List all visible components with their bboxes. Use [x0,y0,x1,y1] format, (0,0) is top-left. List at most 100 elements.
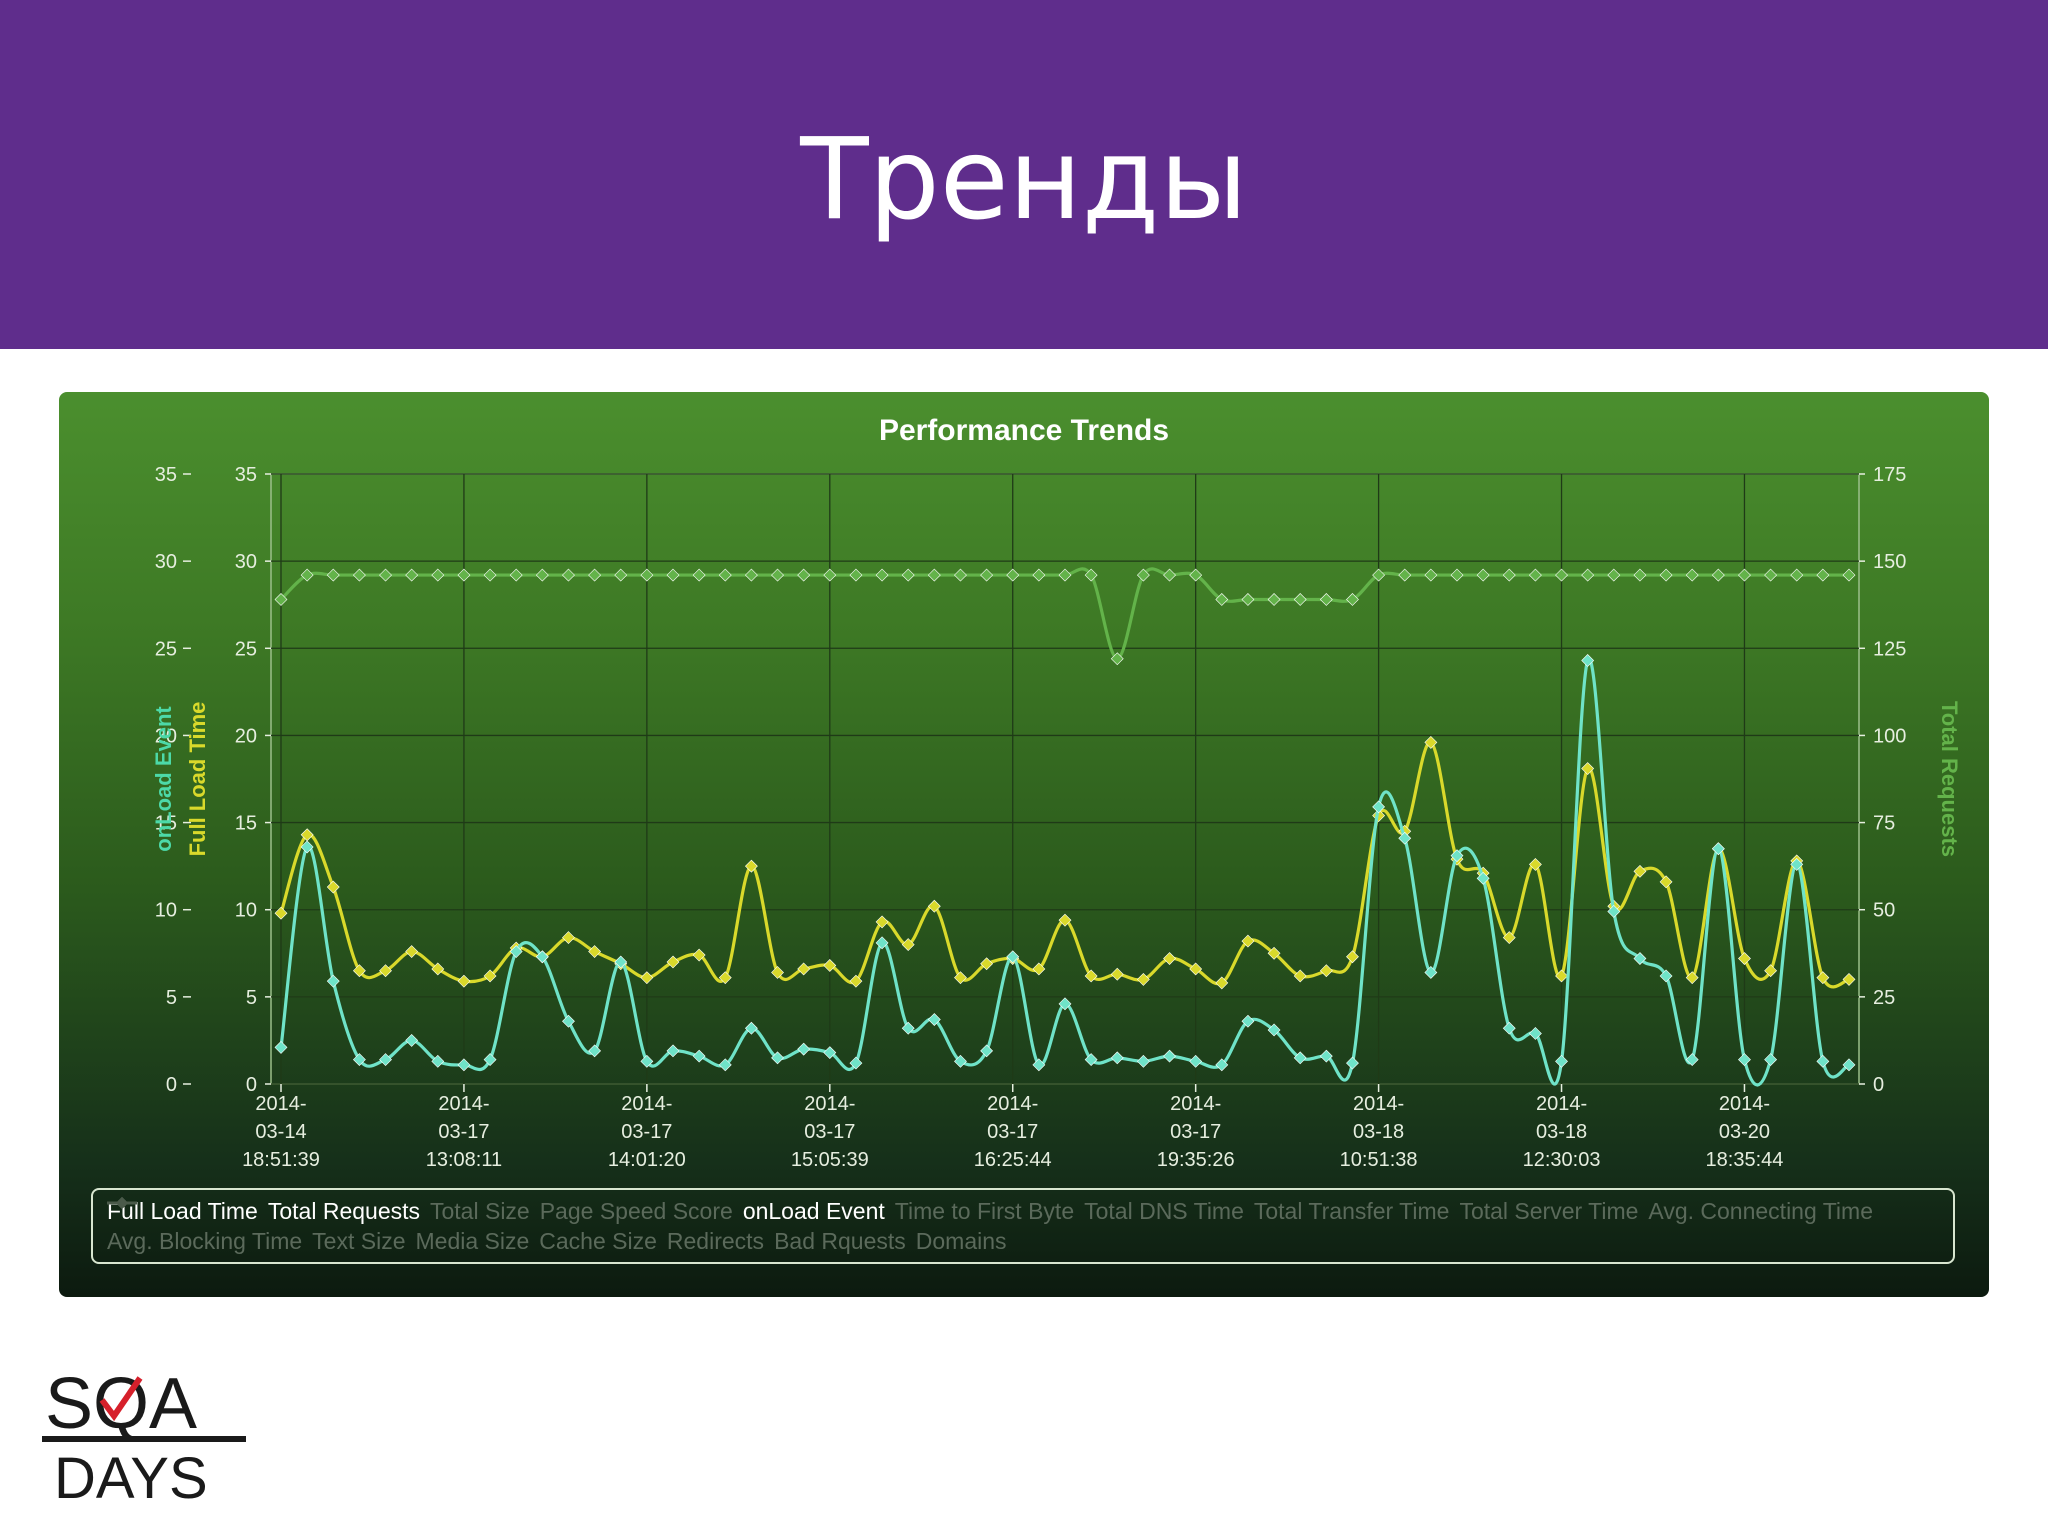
legend-item[interactable]: Total Size [107,1196,530,1226]
data-point-onload-event [326,974,340,988]
x-tick-label: 03-17 [987,1121,1038,1143]
data-point-onload-event [1398,831,1412,845]
data-point-total-requests [849,568,863,582]
data-point-total-requests [1398,568,1412,582]
data-point-total-requests [274,593,288,606]
x-tick-label: 2014- [438,1093,489,1115]
data-point-onload-event [1633,952,1647,965]
data-point-onload-event [1163,1049,1176,1063]
data-point-total-requests [927,568,941,582]
series-line-total-requests [279,567,1849,661]
series-onload-event [274,654,1856,1087]
data-point-onload-event [509,945,523,958]
data-point-full-load-time [640,971,654,985]
y-tick-onload: 10 [155,900,177,922]
y-axis-title-onload: onLoad Event [151,706,176,852]
x-tick-label: 14:01:20 [608,1149,686,1171]
data-point-full-load-time [823,959,837,972]
y-axis-title-requests: Total Requests [1937,701,1962,857]
y-tick-onload: 30 [155,551,177,573]
data-point-full-load-time [483,969,497,983]
y-tick-full-load: 0 [246,1074,257,1096]
data-point-full-load-time [1842,973,1856,986]
legend-item[interactable]: Total Transfer Time [107,1196,1449,1226]
data-point-onload-event [954,1054,967,1068]
data-point-onload-event [1450,849,1464,863]
data-point-onload-event [875,936,889,950]
legend-item[interactable]: Domains [107,1197,1007,1256]
data-point-total-requests [692,568,706,582]
data-point-total-requests [901,568,915,582]
data-point-onload-event [1084,1053,1098,1067]
legend-label: Domains [915,1228,1007,1254]
data-point-onload-event [718,1058,732,1072]
data-point-onload-event [535,950,549,964]
data-point-full-load-time [692,948,706,962]
data-point-total-requests [1581,568,1595,582]
y-tick-requests: 125 [1873,638,1906,660]
data-point-full-load-time [1764,964,1778,978]
legend-item[interactable]: onLoad Event [107,1196,885,1226]
legend-item[interactable]: Text Size [107,1197,406,1256]
x-tick-label: 18:35:44 [1706,1149,1784,1171]
data-point-total-requests [1346,593,1359,606]
data-point-total-requests [1633,568,1647,582]
legend-item[interactable]: Total Server Time [107,1196,1639,1226]
legend-item[interactable]: Cache Size [107,1197,657,1256]
legend-marker-icon [107,1197,137,1209]
data-point-total-requests [1293,593,1307,606]
data-point-onload-event [483,1053,497,1067]
legend-item[interactable]: Redirects [107,1197,764,1256]
data-point-onload-event [823,1046,837,1060]
data-point-onload-event [1032,1058,1046,1072]
data-point-onload-event [1319,1049,1333,1063]
data-point-onload-event [562,1014,575,1028]
data-point-total-requests [1790,568,1804,582]
data-point-onload-event [1607,905,1621,918]
series-line-onload-event [279,656,1850,1087]
sqa-days-logo: SQA DAYS [40,1348,250,1511]
data-point-total-requests [614,568,628,582]
data-point-onload-event [274,1040,288,1054]
y-tick-onload: 5 [166,987,177,1009]
data-point-full-load-time [1241,934,1255,948]
data-point-total-requests [326,568,340,582]
plot-frame [270,473,1860,1085]
chart-labels: Performance Trends 0 0 0 5 5 25 10 10 50 15 15 75 20 2… [151,414,1962,1171]
data-point-onload-event [1581,654,1595,667]
legend-item[interactable]: Avg. Blocking Time [107,1197,302,1256]
data-point-full-load-time [1032,962,1046,976]
data-point-onload-event [1502,1021,1516,1035]
legend-item[interactable]: Total Requests [107,1196,420,1226]
legend-item[interactable]: Page Speed Score [107,1196,733,1226]
legend-item[interactable]: Total DNS Time [107,1196,1244,1226]
data-point-full-load-time [875,915,889,929]
data-point-full-load-time [1293,969,1307,983]
data-point-onload-event [1006,950,1020,964]
legend-item[interactable]: Avg. Connecting Time [107,1196,1873,1226]
data-point-total-requests [457,568,471,582]
legend-label: Total Server Time [1459,1198,1639,1224]
data-point-full-load-time [771,966,784,979]
data-point-total-requests [1738,568,1751,582]
legend-item[interactable]: Media Size [107,1197,529,1256]
chart-series [274,567,1856,1087]
data-point-full-load-time [849,974,863,988]
y-tick-full-load: 15 [235,813,257,835]
data-point-total-requests [405,568,419,582]
data-point-full-load-time [744,859,758,873]
data-point-onload-event [849,1056,863,1070]
y-tick-requests: 150 [1873,551,1906,573]
legend-item[interactable]: Bad Rquests [107,1197,906,1256]
data-point-onload-event [744,1021,758,1035]
data-point-full-load-time [457,974,471,988]
data-point-total-requests [1685,568,1699,582]
x-tick-label: 2014- [987,1093,1038,1115]
legend-item[interactable]: Time to First Byte [107,1196,1074,1226]
data-point-total-requests [823,568,837,582]
data-point-total-requests [1764,568,1778,582]
data-point-full-load-time [274,906,288,920]
x-tick-label: 03-18 [1536,1121,1587,1143]
data-point-total-requests [1424,568,1438,582]
x-tick-label: 15:05:39 [791,1149,869,1171]
